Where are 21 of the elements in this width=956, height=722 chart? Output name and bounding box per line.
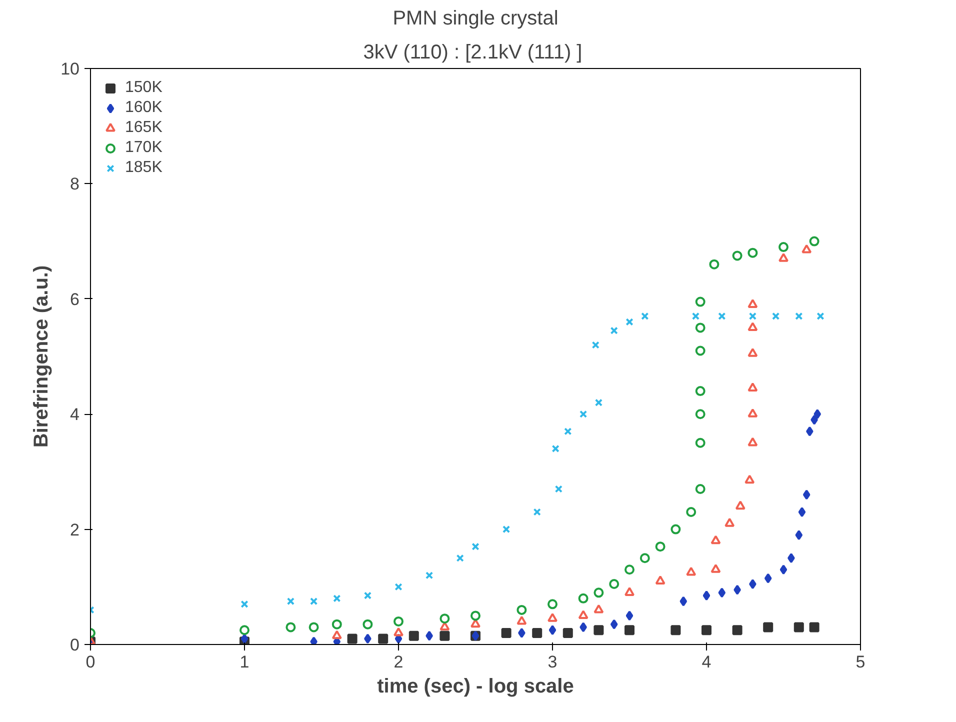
x-tick-label: 5 xyxy=(856,652,866,672)
y-tick-label: 2 xyxy=(70,520,80,540)
legend-label: 150K xyxy=(125,79,162,97)
legend-label: 170K xyxy=(125,139,162,157)
x-axis-title: time (sec) - log scale xyxy=(377,676,574,698)
y-tick-label: 6 xyxy=(70,290,80,309)
chart-subtitle: 3kV (110) : [2.1kV (111) ] xyxy=(363,42,582,64)
x-tick-label: 3 xyxy=(548,652,558,672)
x-tick-label: 0 xyxy=(86,652,96,672)
y-tick-label: 8 xyxy=(70,174,80,194)
y-axis-title: Birefringence (a.u.) xyxy=(30,265,53,448)
y-tick-label: 4 xyxy=(70,405,80,424)
legend-label: 160K xyxy=(125,99,162,117)
legend-label: 185K xyxy=(125,159,162,177)
chart-title: PMN single crystal xyxy=(392,8,558,30)
y-tick-label: 10 xyxy=(60,60,80,78)
x-tick-label: 2 xyxy=(394,652,404,672)
legend-label: 165K xyxy=(125,119,162,137)
x-tick-label: 1 xyxy=(240,652,250,672)
x-tick-label: 4 xyxy=(702,652,712,672)
y-tick-label: 0 xyxy=(70,636,80,654)
